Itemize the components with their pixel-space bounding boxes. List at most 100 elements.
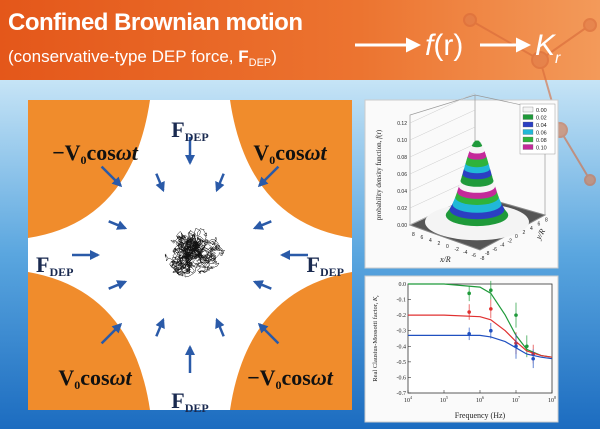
x-tick-label: 8 (412, 232, 415, 238)
electrode-label: V0cosωt (58, 365, 132, 392)
z-tick-label: 0.08 (397, 155, 407, 161)
z-tick-label: 0.10 (397, 138, 407, 144)
z-axis-text: probability density function, (375, 139, 383, 220)
x-tick-label: -8 (480, 256, 485, 262)
x-axis-label: Frequency (Hz) (455, 411, 506, 420)
y-tick-label: 8 (545, 217, 548, 223)
phase: ωt (110, 365, 133, 390)
trajectory (164, 227, 225, 278)
z-tick-label: 0.00 (397, 223, 407, 229)
voltage-symbol: −V (52, 140, 81, 165)
force-arrow (252, 220, 272, 230)
force-arrow (100, 322, 123, 345)
factor-symbol: K (535, 29, 557, 62)
tick-base: 10 (404, 398, 410, 404)
legend-label: 0.00 (536, 108, 547, 114)
x-tick-label: 0 (446, 244, 449, 250)
force-subscript: DEP (185, 130, 209, 144)
subtitle: (conservative-type DEP force, FDEP) (8, 47, 277, 69)
z-axis-argument: (r) (375, 129, 383, 137)
voltage-symbol: −V (247, 365, 276, 390)
x-tick-label: 108 (548, 395, 556, 404)
legend-label: 0.08 (536, 138, 547, 144)
x-tick-label: 104 (404, 395, 412, 404)
header-band (0, 0, 600, 80)
subtitle-symbol: F (238, 47, 248, 66)
voltage-symbol: V (253, 140, 269, 165)
y-tick-label: -0.1 (397, 298, 407, 304)
force-subscript: DEP (185, 401, 209, 415)
force-symbol: F (171, 117, 184, 142)
x-tick-label: -2 (455, 247, 460, 253)
z-tick-label: 0.04 (397, 189, 407, 195)
function-argument: (r) (433, 29, 463, 62)
y-axis-text: Real Clausius-Mossotti factor, (372, 301, 379, 382)
force-arrow (257, 165, 280, 188)
data-point (514, 344, 518, 349)
y-tick-label: -8 (485, 251, 490, 257)
grid-line (409, 109, 476, 141)
force-label: FDEP (36, 252, 73, 279)
legend-swatch (522, 144, 534, 150)
y-tick-label: -0.3 (397, 329, 407, 335)
factor-label: Kr (535, 29, 561, 67)
x-axis-label: x/R (439, 255, 451, 264)
x-tick-label: 107 (512, 395, 520, 404)
data-point (489, 328, 493, 333)
tick-base: 10 (512, 398, 518, 404)
y-tick-label: -2 (508, 238, 513, 244)
legend-swatch (522, 114, 534, 120)
force-arrow (100, 165, 123, 188)
data-point (467, 291, 471, 296)
x-tick-label: -4 (463, 250, 468, 256)
force-arrow (257, 322, 280, 345)
force-symbol: F (36, 252, 49, 277)
x-tick-label: 2 (438, 241, 441, 247)
grid-line (409, 92, 476, 124)
function-symbol: f (425, 29, 436, 62)
surface-plot: 0.000.020.040.060.080.100.12probability … (364, 92, 559, 269)
data-point (489, 307, 493, 311)
cosine: cos (275, 140, 305, 165)
data-point (467, 310, 471, 314)
electrode (28, 100, 150, 238)
x-tick-label: -6 (472, 253, 477, 259)
tick-base: 10 (548, 398, 554, 404)
tick-exponent: 7 (518, 395, 520, 400)
x-tick-label: 6 (421, 235, 424, 241)
legend-swatch (522, 129, 534, 135)
force-subscript: DEP (49, 265, 73, 279)
y-tick-label: -0.6 (397, 375, 407, 381)
surface-slice (474, 140, 480, 143)
legend-swatch (522, 121, 534, 128)
fit-curve (408, 314, 553, 358)
tick-exponent: 6 (482, 395, 484, 400)
y-tick-label: -0.4 (397, 344, 407, 350)
phase: ωt (305, 140, 328, 165)
y-tick-label: -6 (493, 247, 498, 253)
data-point (514, 313, 518, 317)
force-label: FDEP (171, 117, 208, 144)
force-arrow (155, 173, 165, 193)
tick-base: 10 (440, 398, 446, 404)
force-symbol: F (307, 252, 320, 277)
electrode-label: V0cosωt (253, 140, 327, 167)
electrodes (28, 100, 352, 410)
cosine: cos (87, 140, 117, 165)
force-arrow (215, 317, 225, 337)
plot-frame (407, 283, 553, 394)
subtitle-subscript: DEP (249, 57, 272, 69)
force-label: FDEP (307, 252, 344, 279)
legend-label: 0.04 (536, 123, 547, 129)
voltage-subscript: 0 (269, 153, 275, 167)
data-point (525, 344, 529, 349)
subtitle-text: (conservative-type DEP force, (8, 47, 238, 66)
cosine: cos (282, 365, 312, 390)
electrode (28, 272, 150, 410)
voltage-subscript: 0 (74, 378, 80, 392)
y-tick-label: -0.5 (397, 360, 407, 366)
y-axis-symbol: K (372, 296, 379, 302)
z-tick-label: 0.12 (397, 121, 407, 127)
